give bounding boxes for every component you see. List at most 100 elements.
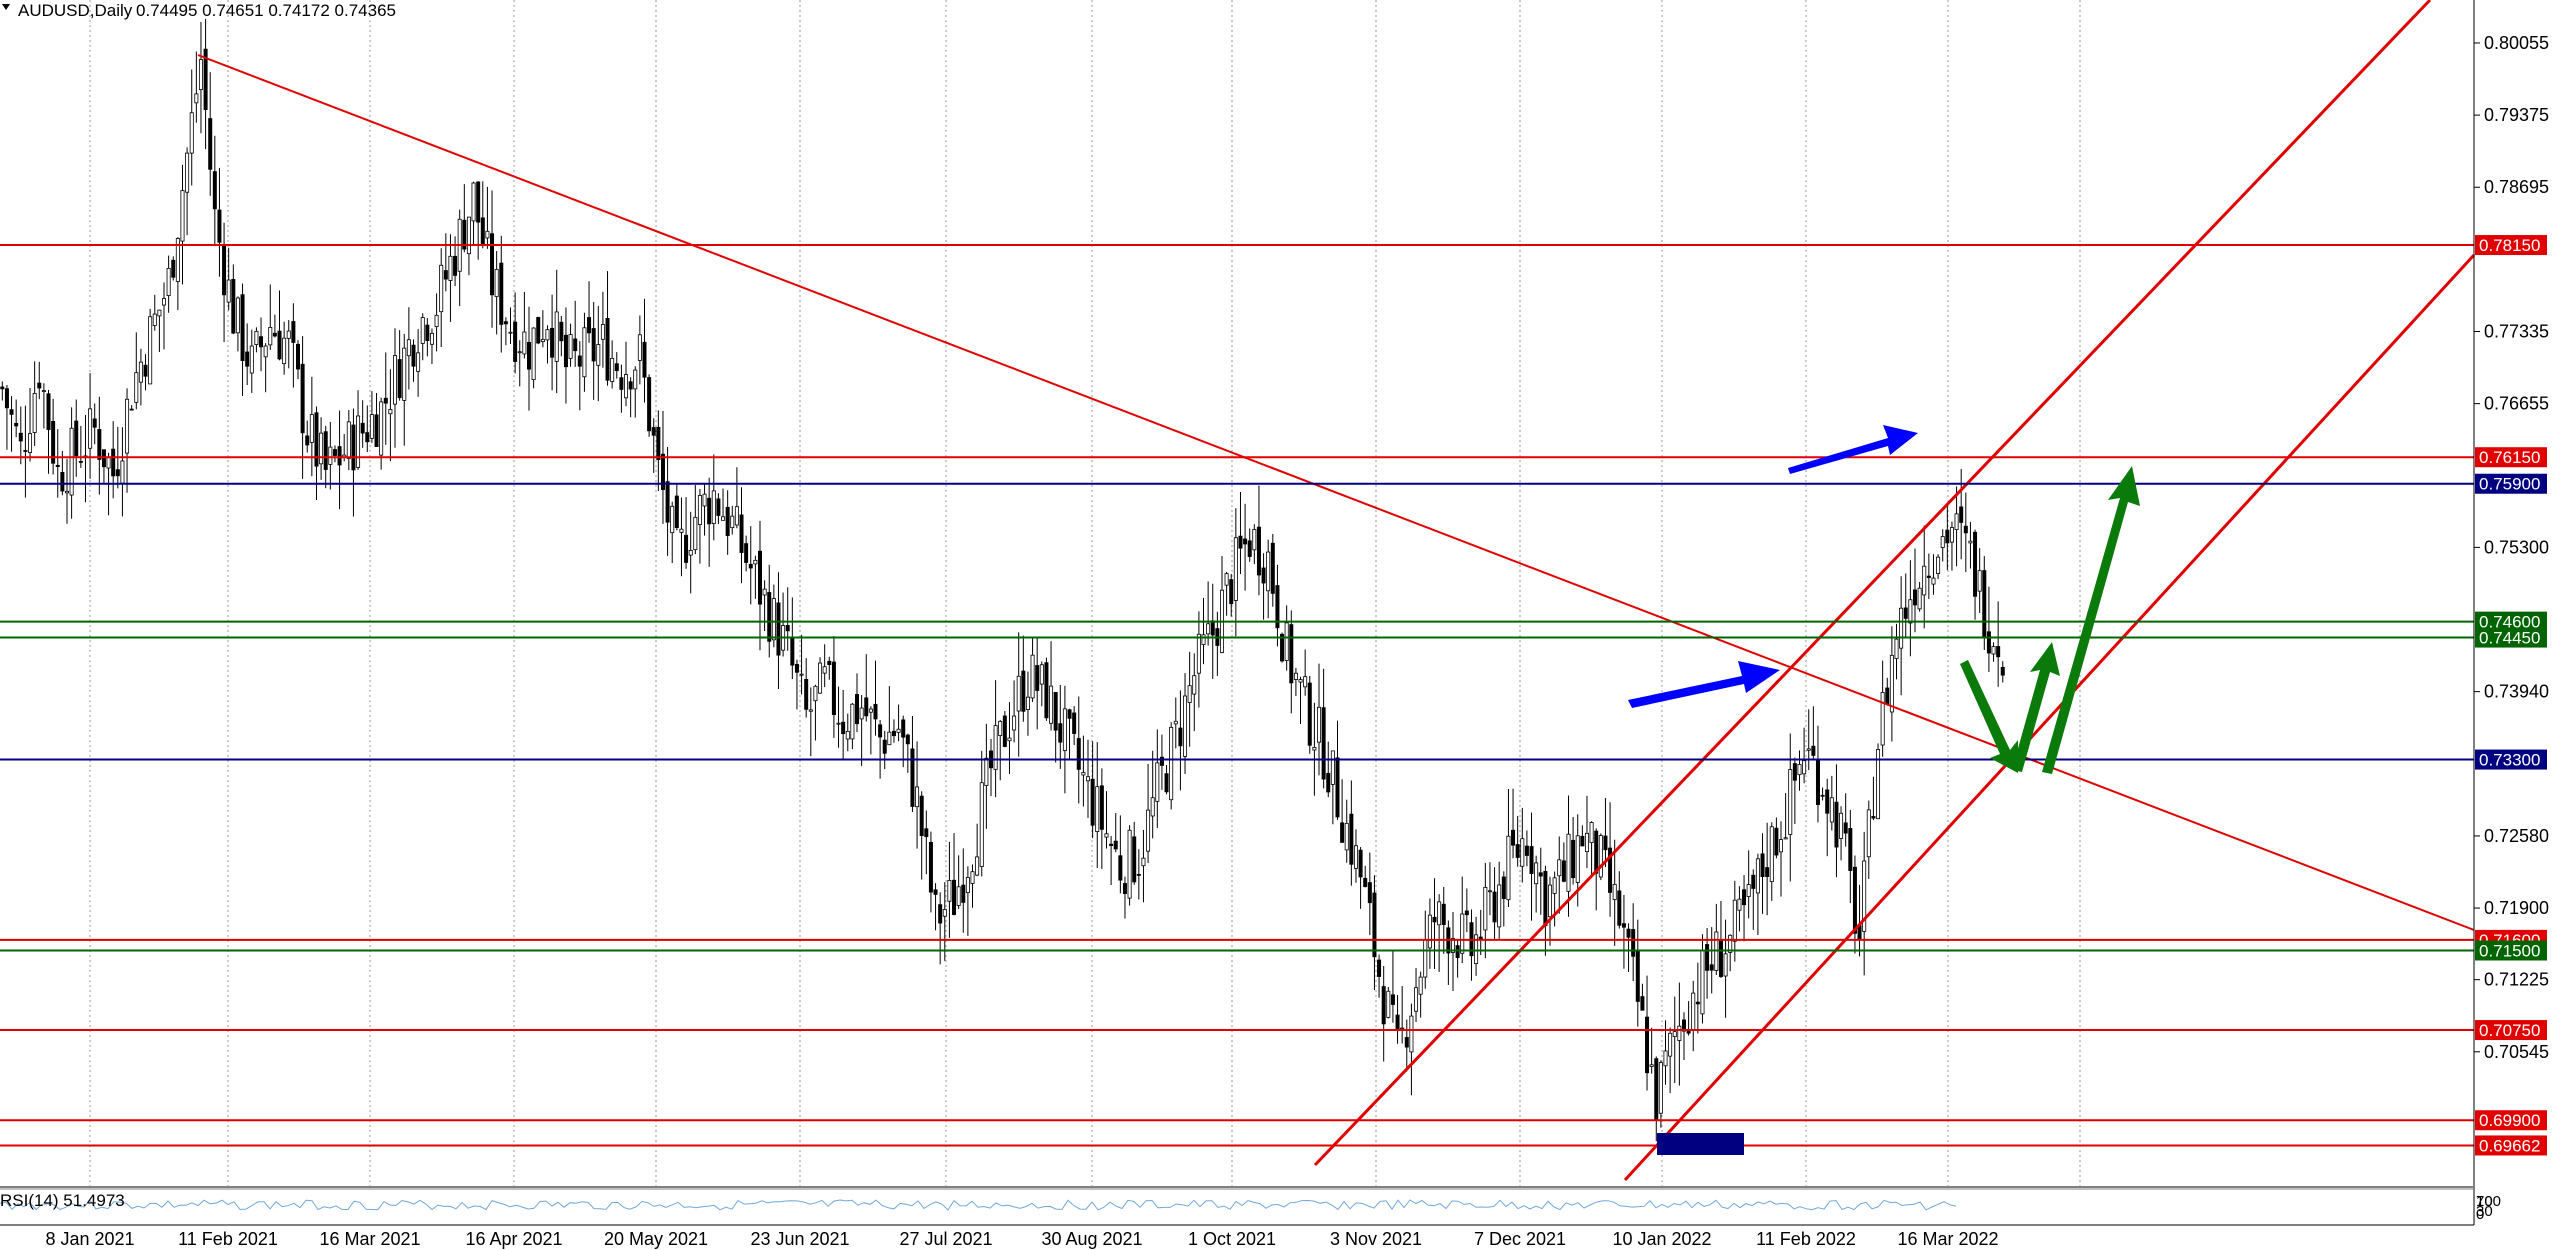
candle-body	[503, 321, 508, 325]
candle-body	[9, 409, 14, 415]
candle-body	[1386, 990, 1391, 1018]
horizontal-levels	[0, 244, 2474, 1147]
candle-body	[1575, 835, 1580, 883]
candle-body	[1289, 624, 1294, 684]
candle-body	[1432, 916, 1437, 923]
candle-body	[679, 528, 684, 533]
price-level-tag	[2475, 235, 2547, 256]
candle-body	[1852, 866, 1857, 934]
candle-body	[346, 421, 351, 459]
candle-body	[1423, 939, 1428, 978]
candle-body	[494, 268, 499, 298]
candle-body	[1543, 870, 1548, 927]
candle-body	[1552, 877, 1557, 894]
candle-body	[531, 327, 536, 380]
candle-body	[711, 490, 716, 524]
candle-body	[1815, 758, 1820, 805]
candle-body	[1672, 1031, 1677, 1038]
channel-upper-line[interactable]	[1313, 0, 2432, 1167]
candle-body	[1187, 685, 1192, 703]
candle-body	[1238, 535, 1243, 549]
descending-trendline[interactable]	[197, 54, 2475, 931]
candle-body	[1949, 527, 1954, 543]
candle-body	[1968, 540, 1973, 544]
candle-body	[1058, 723, 1063, 743]
candle-body	[1141, 857, 1146, 867]
candle-body	[1275, 585, 1280, 629]
candle-body	[928, 841, 933, 893]
candle-body	[624, 374, 629, 399]
candle-body	[429, 332, 434, 345]
demand-zone-box[interactable]	[1657, 1133, 1744, 1155]
candle-body	[1788, 769, 1793, 835]
channel-lower-line[interactable]	[1623, 253, 2476, 1182]
candle-body	[143, 364, 148, 377]
candle-body	[1649, 1064, 1654, 1067]
candle-body	[1159, 756, 1164, 766]
date-label: 7 Dec 2021	[1474, 1229, 1566, 1249]
candle-body	[1737, 898, 1742, 911]
blue-arrow-middle[interactable]	[1628, 661, 1780, 708]
green-arrow-down[interactable]	[1960, 660, 2018, 773]
candle-body	[222, 244, 227, 296]
collapse-triangle-icon[interactable]	[2, 4, 10, 10]
candle-body	[1067, 709, 1072, 719]
symbol-label: AUDUSD,Daily	[18, 1, 133, 20]
green-arrow-up-small[interactable]	[2012, 642, 2060, 772]
candle-body	[416, 352, 421, 372]
candle-body	[46, 393, 51, 430]
candle-body	[1072, 712, 1077, 734]
candle-body	[60, 472, 65, 492]
candle-body	[23, 450, 28, 452]
candle-body	[111, 448, 116, 477]
candle-body	[305, 435, 310, 446]
candle-body	[185, 152, 190, 193]
candle-body	[1848, 827, 1853, 871]
candle-body	[771, 598, 776, 641]
candle-body	[582, 327, 587, 378]
candle-body	[762, 588, 767, 596]
candle-body	[1178, 727, 1183, 747]
candle-body	[776, 602, 781, 656]
candle-body	[767, 592, 772, 642]
candle-body	[291, 321, 296, 343]
candle-body	[420, 317, 425, 344]
candle-body	[1755, 858, 1760, 894]
candle-body	[397, 359, 402, 399]
candle-body	[1663, 1050, 1668, 1067]
candle-body	[924, 828, 929, 838]
price-level-tag-label: 0.69662	[2479, 1136, 2540, 1155]
candle-body	[1617, 890, 1622, 926]
candle-body	[69, 427, 74, 496]
candle-body	[536, 317, 541, 344]
candle-body	[933, 889, 938, 895]
candle-body	[1608, 847, 1613, 893]
candle-body	[1136, 874, 1141, 876]
candle-body	[1122, 883, 1127, 894]
candle-body	[1132, 836, 1137, 883]
candle-body	[1035, 665, 1040, 691]
candle-body	[1081, 772, 1086, 776]
candle-body	[138, 361, 143, 383]
candle-body	[919, 795, 924, 837]
candle-body	[443, 270, 448, 280]
candle-body	[1779, 839, 1784, 853]
blue-arrow-top[interactable]	[1788, 425, 1918, 474]
green-arrow-up-large[interactable]	[2042, 466, 2140, 774]
candle-body	[1885, 687, 1890, 705]
candle-body	[245, 351, 250, 367]
candle-body	[393, 355, 398, 405]
price-level-tag	[2475, 1110, 2547, 1131]
candle-body	[730, 515, 735, 529]
candle-body	[952, 879, 957, 915]
candle-body	[1621, 923, 1626, 928]
candle-body	[1534, 862, 1539, 885]
candle-body	[905, 734, 910, 745]
candle-body	[1086, 776, 1091, 782]
ohlc-values: 0.74495 0.74651 0.74172 0.74365	[136, 1, 396, 20]
candle-body	[1298, 679, 1303, 683]
candle-body	[1039, 664, 1044, 685]
date-label: 16 Mar 2022	[1897, 1229, 1998, 1249]
